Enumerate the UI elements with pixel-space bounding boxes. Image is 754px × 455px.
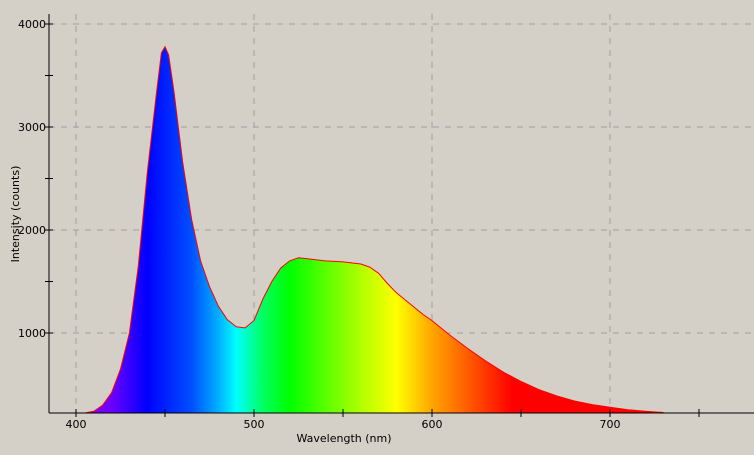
y-axis-title: Intensity (counts) xyxy=(9,166,22,263)
x-tick-label: 500 xyxy=(244,418,265,431)
y-tick-label: 2000 xyxy=(18,224,46,237)
x-tick-label: 700 xyxy=(600,418,621,431)
x-axis-title: Wavelength (nm) xyxy=(296,432,391,445)
y-tick-label: 4000 xyxy=(18,18,46,31)
axes: 400 500 600 700 1000 2000 3000 4000 xyxy=(18,14,754,431)
y-tick-label: 3000 xyxy=(18,121,46,134)
spectrum-outline xyxy=(84,45,664,414)
x-tick-label: 400 xyxy=(66,418,87,431)
x-tick-label: 600 xyxy=(422,418,443,431)
y-tick-label: 1000 xyxy=(18,327,46,340)
